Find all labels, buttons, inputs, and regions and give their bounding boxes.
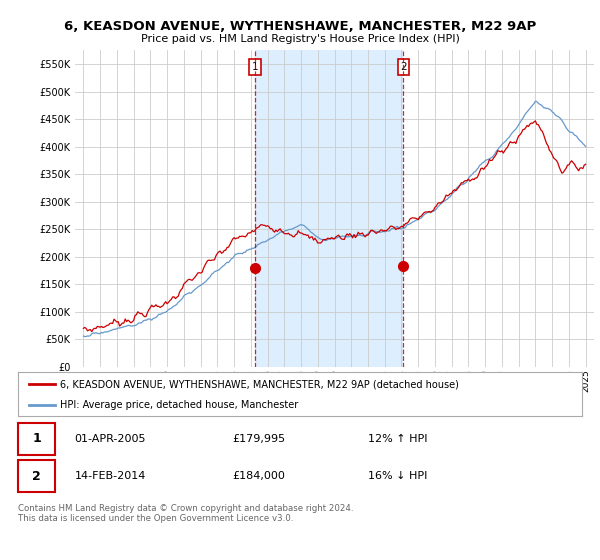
FancyBboxPatch shape xyxy=(18,460,55,492)
Text: 1: 1 xyxy=(251,62,258,72)
Text: 6, KEASDON AVENUE, WYTHENSHAWE, MANCHESTER, M22 9AP (detached house): 6, KEASDON AVENUE, WYTHENSHAWE, MANCHEST… xyxy=(60,379,459,389)
Text: 6, KEASDON AVENUE, WYTHENSHAWE, MANCHESTER, M22 9AP: 6, KEASDON AVENUE, WYTHENSHAWE, MANCHEST… xyxy=(64,20,536,32)
Text: Price paid vs. HM Land Registry's House Price Index (HPI): Price paid vs. HM Land Registry's House … xyxy=(140,34,460,44)
FancyBboxPatch shape xyxy=(18,423,55,455)
Text: 01-APR-2005: 01-APR-2005 xyxy=(74,434,146,444)
Bar xyxy=(255,50,403,367)
Text: 14-FEB-2014: 14-FEB-2014 xyxy=(74,472,146,481)
Text: 2: 2 xyxy=(32,470,41,483)
Text: £184,000: £184,000 xyxy=(232,472,285,481)
Text: 2: 2 xyxy=(400,62,407,72)
Text: 12% ↑ HPI: 12% ↑ HPI xyxy=(368,434,427,444)
Text: 1: 1 xyxy=(32,432,41,445)
Text: HPI: Average price, detached house, Manchester: HPI: Average price, detached house, Manc… xyxy=(60,400,299,409)
Text: £179,995: £179,995 xyxy=(232,434,286,444)
Text: Contains HM Land Registry data © Crown copyright and database right 2024.
This d: Contains HM Land Registry data © Crown c… xyxy=(18,504,353,524)
Text: 16% ↓ HPI: 16% ↓ HPI xyxy=(368,472,427,481)
